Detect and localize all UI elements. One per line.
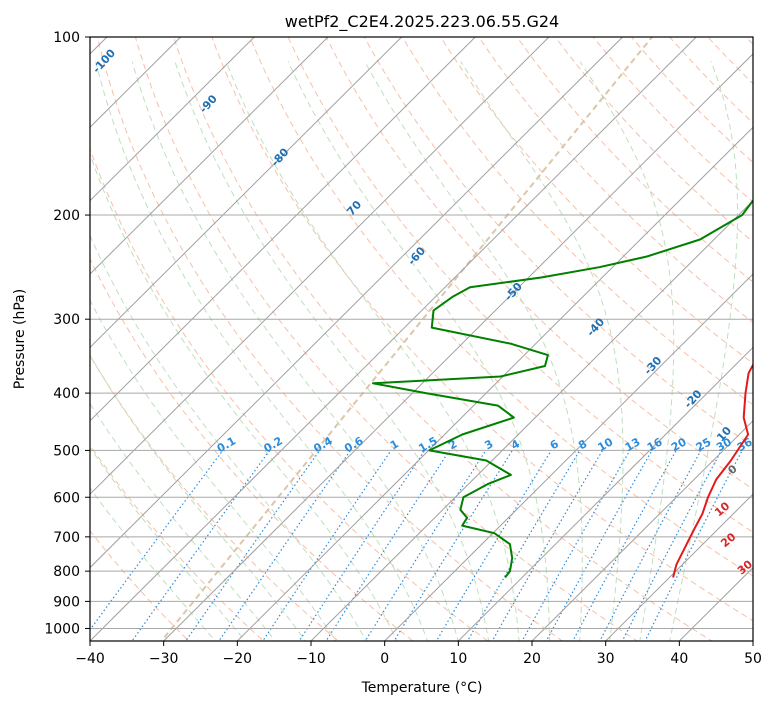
moist-adiabat (174, 61, 490, 641)
isotherm-line (310, 199, 753, 641)
moist-adiabat (460, 61, 624, 641)
isohume (160, 37, 653, 641)
y-tick-label: 300 (53, 312, 80, 328)
x-tick-label: 0 (380, 651, 389, 667)
y-tick-label: 200 (53, 208, 80, 224)
x-tick-label: −30 (149, 651, 179, 667)
dry-adiabat-label: 40 (751, 585, 771, 605)
moist-adiabat (669, 61, 738, 641)
isotherm-line (163, 53, 753, 641)
dry-adiabat (96, 37, 564, 641)
dry-adiabat (173, 37, 713, 641)
dry-adiabat (325, 37, 753, 490)
moist-adiabat (90, 152, 398, 641)
y-tick-label: 400 (53, 386, 80, 402)
isotherm-line (752, 640, 753, 641)
dry-adiabat (440, 37, 753, 364)
mixing-ratio-line (491, 450, 604, 641)
y-tick-label: 100 (53, 30, 80, 46)
dry-adiabat (90, 147, 489, 641)
moist-adiabat (90, 402, 276, 641)
mixing-ratio-line (545, 450, 653, 641)
x-axis: −40 −30 −20 −10 0 10 20 30 40 50 (75, 641, 762, 667)
mixing-ratio-label: 36 (735, 435, 755, 454)
mixing-ratio-line (621, 450, 722, 641)
pressure-gridlines (90, 37, 753, 629)
y-tick-label: 600 (53, 490, 80, 506)
isotherm-line (90, 37, 623, 569)
moist-adiabat (225, 61, 520, 641)
moist-adiabat (287, 61, 550, 641)
mixing-ratio-line (185, 450, 321, 641)
mixing-ratio-line (131, 450, 271, 641)
plot-area (90, 37, 753, 641)
isotherm-line (384, 273, 753, 641)
isotherm-line (90, 37, 697, 641)
moist-adiabat (579, 61, 675, 641)
moist-adiabat (90, 487, 216, 641)
dry-adiabat (90, 530, 190, 641)
mixing-ratio-line (644, 450, 743, 641)
dry-adiabat (363, 37, 753, 448)
dry-adiabat (554, 37, 753, 243)
mixing-ratio-line (466, 450, 581, 641)
x-tick-label: 40 (670, 651, 688, 667)
plot-frame (89, 36, 754, 642)
isotherm-line (90, 37, 402, 349)
moist-adiabat (95, 61, 429, 641)
background-lines (90, 37, 753, 641)
moist-adiabat (131, 61, 459, 641)
x-tick-label: 20 (523, 651, 541, 667)
temperature-profile (672, 362, 753, 578)
mixing-ratio-line (262, 450, 392, 641)
y-tick-label: 1000 (44, 621, 80, 637)
x-tick-label: −40 (75, 651, 105, 667)
chart-title: wetPf2_C2E4.2025.223.06.55.G24 (285, 12, 559, 32)
moist-adiabat (90, 446, 246, 641)
dry-adiabat (211, 37, 753, 622)
x-tick-label: −20 (223, 651, 253, 667)
dry-adiabat (90, 444, 265, 641)
y-tick-label: 800 (53, 564, 80, 580)
mixing-ratio-line (298, 450, 426, 641)
dry-adiabat (631, 37, 753, 164)
isotherm-line (90, 37, 550, 495)
mixing-ratio-line (325, 450, 451, 641)
isotherm-line (236, 126, 753, 641)
mixing-ratio-line (218, 450, 351, 641)
moist-adiabat (90, 299, 337, 641)
dry-adiabat (90, 354, 340, 641)
dry-adiabat-label: 30 (735, 557, 755, 577)
isotherm-line (90, 37, 476, 422)
x-tick-label: 10 (449, 651, 467, 667)
dry-adiabat (478, 37, 753, 324)
mixing-ratio-line (521, 450, 631, 641)
dry-adiabat (592, 37, 753, 203)
isotherm-line (531, 420, 753, 641)
profiles (372, 198, 753, 579)
x-tick-label: 50 (744, 651, 762, 667)
isotherm-line (90, 37, 329, 275)
dry-adiabat (90, 257, 414, 641)
dewpoint-profile (372, 198, 753, 579)
isotherm-line (90, 37, 255, 202)
y-tick-label: 900 (53, 594, 80, 610)
y-tick-label: 500 (53, 443, 80, 459)
isotherm-line (605, 493, 753, 641)
x-axis-title: Temperature (°C) (361, 680, 483, 696)
moist-adiabat (90, 354, 307, 641)
moist-adiabat (364, 61, 583, 641)
x-tick-label: −10 (296, 651, 326, 667)
isotherm-line (457, 346, 753, 641)
y-axis: 100 200 300 400 500 600 700 800 900 1000 (44, 30, 90, 637)
y-tick-label: 700 (53, 530, 80, 546)
x-tick-label: 30 (597, 651, 615, 667)
y-axis-title: Pressure (hPa) (12, 289, 28, 389)
mixing-ratio-line (435, 450, 552, 641)
dry-adiabat (134, 37, 639, 641)
